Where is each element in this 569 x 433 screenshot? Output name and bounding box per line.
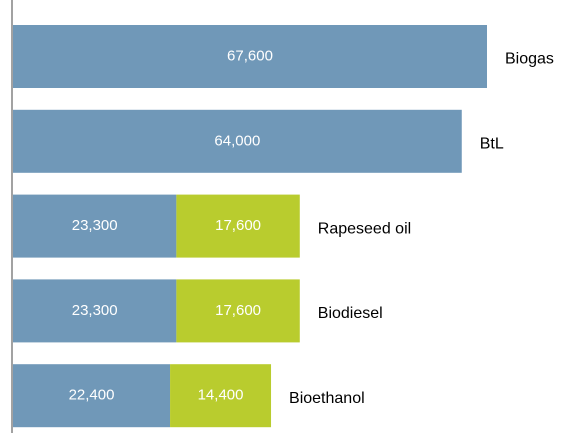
category-label: Biogas [505,51,554,68]
value-label: 64,000 [214,132,260,149]
value-label: 17,600 [215,217,261,234]
value-label: 23,300 [72,217,118,234]
bar-segment [170,364,272,428]
bar-segment [176,279,300,343]
category-label: Biodiesel [318,305,383,322]
category-label: BtL [480,136,504,153]
value-label: 67,600 [227,47,273,64]
category-label: Bioethanol [289,390,365,407]
bar-segment [13,279,177,343]
bar-segment [13,194,177,258]
bar-segment [13,364,171,428]
value-label: 17,600 [215,302,261,319]
bar-segment [176,194,300,258]
category-label: Rapeseed oil [318,220,411,237]
bar-segment [13,25,487,88]
value-label: 22,400 [69,387,115,404]
bar-segment [13,109,462,173]
value-label: 23,300 [72,302,118,319]
value-label: 14,400 [198,387,244,404]
